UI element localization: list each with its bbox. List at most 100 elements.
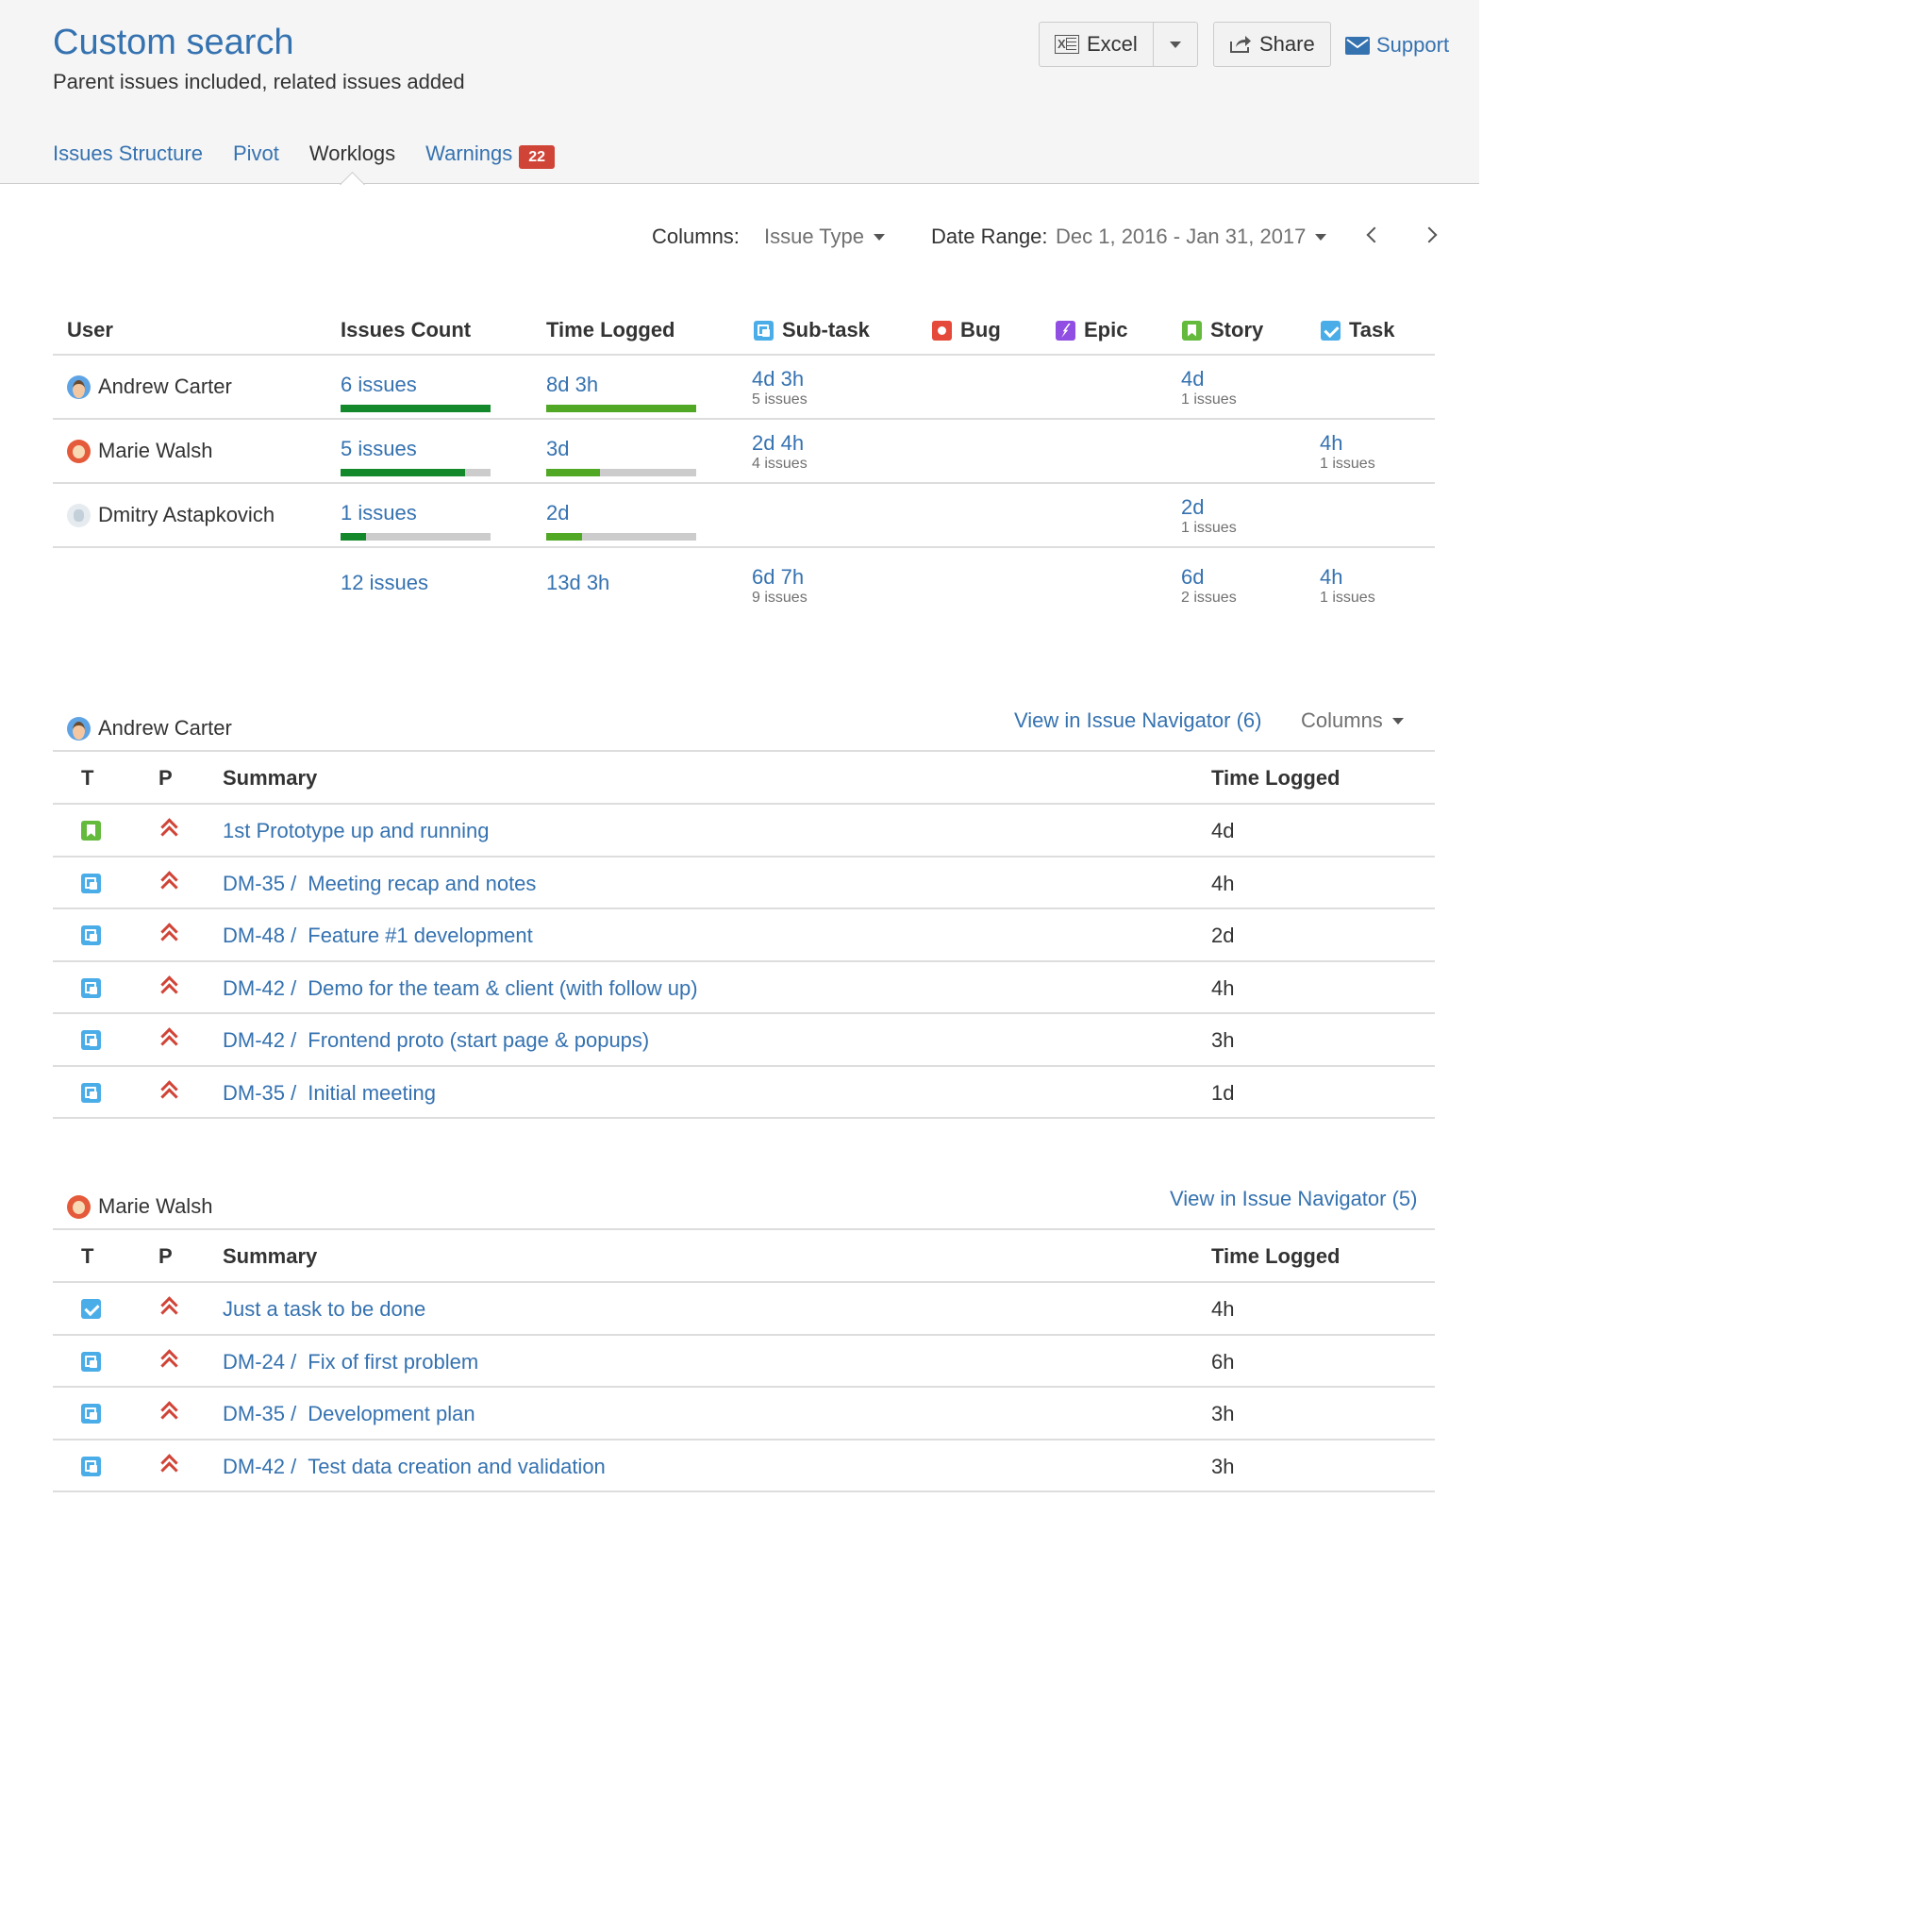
issues-count-bar-fill xyxy=(341,405,491,412)
mail-icon xyxy=(1345,36,1370,55)
issues-count-link[interactable]: 6 issues xyxy=(341,373,417,396)
support-link[interactable]: Support xyxy=(1345,33,1449,58)
priority-highest-icon xyxy=(159,976,178,997)
issue-link[interactable]: Just a task to be done xyxy=(223,1297,425,1322)
issue-parent-key: DM-42 / xyxy=(223,1454,297,1478)
issue-link[interactable]: DM-42 / Frontend proto (start page & popu… xyxy=(223,1028,649,1053)
task-icon xyxy=(1321,320,1341,341)
subtask-icon xyxy=(81,1404,101,1424)
view-in-issue-navigator-link[interactable]: View in Issue Navigator (5) xyxy=(1170,1187,1418,1210)
priority-highest-icon xyxy=(159,1028,178,1049)
time-logged-bar xyxy=(546,533,696,541)
page-subtitle: Parent issues included, related issues a… xyxy=(53,70,465,93)
time-logged-bar-fill xyxy=(546,533,583,541)
issue-time-logged: 4d xyxy=(1211,819,1235,842)
header-type: T xyxy=(81,1244,94,1268)
issue-link[interactable]: DM-35 / Meeting recap and notes xyxy=(223,872,536,896)
issue-time-logged: 1d xyxy=(1211,1080,1235,1105)
user-cell: Marie Walsh xyxy=(67,439,212,463)
time-logged-bar-fill xyxy=(546,405,696,412)
time-logged-link[interactable]: 3d xyxy=(546,437,570,460)
header-subtask-label: Sub-task xyxy=(782,318,870,341)
issue-link[interactable]: DM-48 / Feature #1 development xyxy=(223,924,533,948)
time-logged-bar xyxy=(546,469,696,476)
issue-time-logged: 3h xyxy=(1211,1454,1235,1478)
time-logged-link[interactable]: 2d xyxy=(546,501,570,525)
excel-button[interactable]: Excel xyxy=(1039,22,1154,67)
section-header: Andrew Carter View in Issue Navigator (6… xyxy=(53,703,1435,752)
story-count: 1 issues xyxy=(1181,391,1237,408)
tab-issues-structure[interactable]: Issues Structure xyxy=(53,142,203,184)
tab-label: Worklogs xyxy=(308,142,396,165)
total-task-cell[interactable]: 4h 1 issues xyxy=(1320,565,1375,607)
task-icon xyxy=(81,1299,101,1319)
issue-summary: Frontend proto (start page & popups) xyxy=(308,1028,650,1052)
avatar xyxy=(67,375,91,399)
user-name: Dmitry Astapkovich xyxy=(98,503,275,526)
issue-link[interactable]: DM-35 / Development plan xyxy=(223,1402,475,1426)
excel-dropdown-button[interactable] xyxy=(1153,22,1198,67)
total-time-link[interactable]: 13d 3h xyxy=(546,571,610,594)
tab-worklogs[interactable]: Worklogs xyxy=(309,142,395,184)
excel-icon xyxy=(1055,35,1079,54)
subtask-icon xyxy=(81,1030,101,1050)
issue-time-logged: 3h xyxy=(1211,1402,1235,1425)
page-header: Custom search Parent issues included, re… xyxy=(0,0,1479,184)
columns-filter-value: Issue Type xyxy=(764,225,864,248)
subtask-count: 5 issues xyxy=(752,391,808,408)
issue-parent-key: DM-24 / xyxy=(223,1349,297,1374)
section-user-name: Andrew Carter xyxy=(98,716,232,740)
time-logged-link[interactable]: 8d 3h xyxy=(546,373,599,396)
tab-warnings[interactable]: Warnings 22 xyxy=(425,142,556,184)
issue-link[interactable]: DM-24 / Fix of first problem xyxy=(223,1350,478,1374)
issue-summary: Just a task to be done xyxy=(223,1297,426,1321)
story-time: 6d xyxy=(1181,565,1205,589)
issues-count-link[interactable]: 5 issues xyxy=(341,437,417,460)
story-cell[interactable]: 4d 1 issues xyxy=(1181,367,1237,408)
issue-parent-key: DM-35 / xyxy=(223,871,297,895)
issue-link[interactable]: 1st Prototype up and running xyxy=(223,819,490,843)
header-time-logged: Time Logged xyxy=(1211,1244,1341,1268)
avatar xyxy=(67,1194,91,1219)
story-cell[interactable]: 2d 1 issues xyxy=(1181,495,1237,537)
issue-summary: Fix of first problem xyxy=(308,1349,479,1374)
tab-pivot[interactable]: Pivot xyxy=(233,142,279,184)
story-icon xyxy=(1182,320,1202,341)
subtask-cell[interactable]: 2d 4h 4 issues xyxy=(752,431,808,473)
issue-link[interactable]: DM-35 / Initial meeting xyxy=(223,1081,436,1106)
total-issues-link[interactable]: 12 issues xyxy=(341,571,428,594)
subtask-cell[interactable]: 4d 3h 5 issues xyxy=(752,367,808,408)
section-columns-dropdown[interactable]: Columns xyxy=(1301,708,1404,733)
tab-bar: Issues Structure Pivot Worklogs Warnings… xyxy=(53,142,585,184)
issue-link[interactable]: DM-42 / Demo for the team & client (with … xyxy=(223,976,698,1001)
columns-filter-dropdown[interactable]: Issue Type xyxy=(764,225,885,249)
section-user: Andrew Carter xyxy=(67,716,232,741)
time-logged-bar-fill xyxy=(546,469,601,476)
total-subtask-cell[interactable]: 6d 7h 9 issues xyxy=(752,565,808,607)
date-range-dropdown[interactable]: Dec 1, 2016 - Jan 31, 2017 xyxy=(1056,225,1327,249)
page-title: Custom search xyxy=(53,23,294,62)
issues-count-bar xyxy=(341,469,491,476)
chevron-down-icon xyxy=(1391,717,1404,724)
subtask-icon xyxy=(81,977,101,998)
task-count: 1 issues xyxy=(1320,590,1375,606)
summary-row: Dmitry Astapkovich 1 issues 2d 2d 1 issue… xyxy=(53,484,1435,548)
issue-link[interactable]: DM-42 / Test data creation and validation xyxy=(223,1455,606,1479)
table-row: DM-42 / Demo for the team & client (with … xyxy=(53,962,1435,1014)
section-user: Marie Walsh xyxy=(67,1194,212,1219)
subtask-icon xyxy=(754,320,774,341)
worklog-summary-table: User Issues Count Time Logged Sub-task B… xyxy=(53,302,1435,612)
issue-time-logged: 6h xyxy=(1211,1349,1235,1374)
total-story-cell[interactable]: 6d 2 issues xyxy=(1181,565,1237,607)
header-time-logged: Time Logged xyxy=(1211,766,1341,790)
story-icon xyxy=(81,821,101,841)
summary-row: Andrew Carter 6 issues 8d 3h 4d 3h 5 issu… xyxy=(53,356,1435,420)
priority-highest-icon xyxy=(159,819,178,840)
subtask-count: 4 issues xyxy=(752,456,808,472)
subtask-time: 4d 3h xyxy=(752,367,805,391)
issues-count-link[interactable]: 1 issues xyxy=(341,501,417,525)
task-cell[interactable]: 4h 1 issues xyxy=(1320,431,1375,473)
view-in-issue-navigator-link[interactable]: View in Issue Navigator (6) xyxy=(1014,708,1262,732)
priority-highest-icon xyxy=(159,1402,178,1423)
share-button[interactable]: Share xyxy=(1213,22,1331,67)
